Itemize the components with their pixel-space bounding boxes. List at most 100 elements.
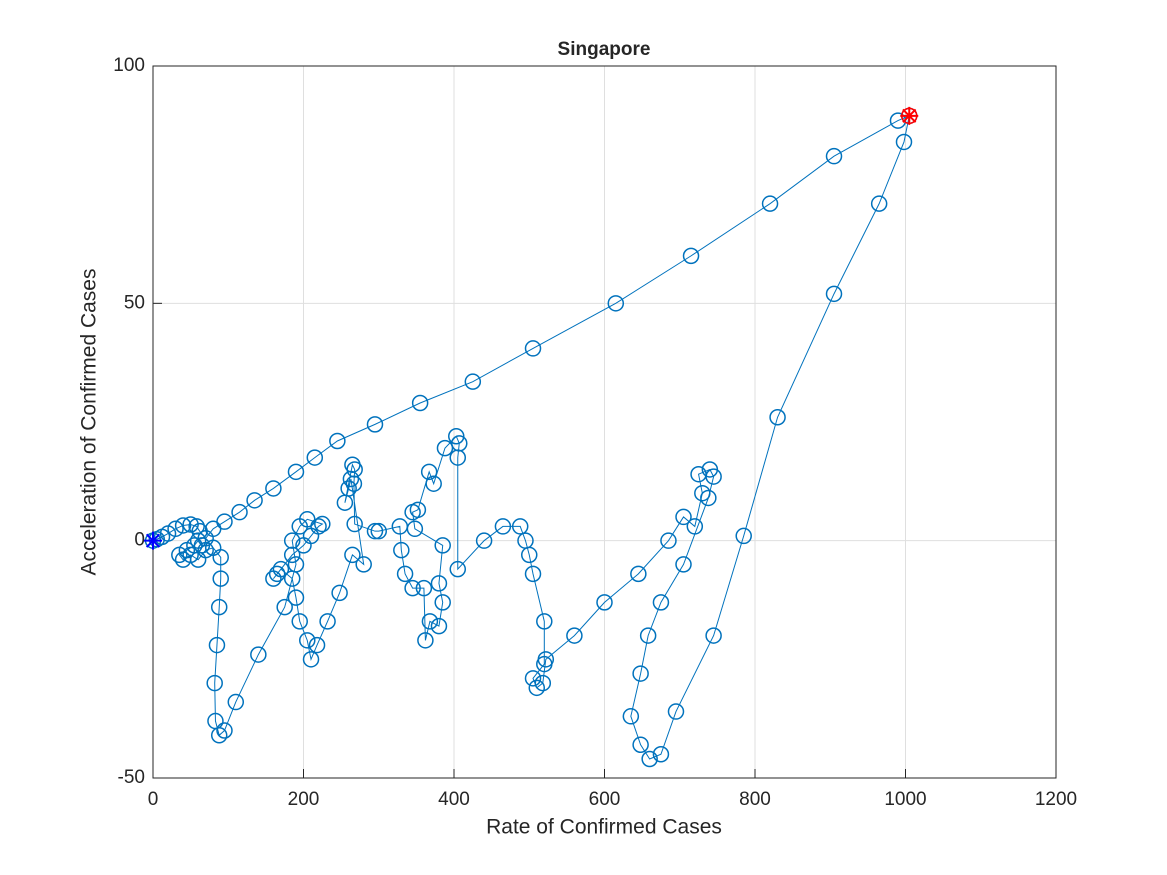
point [314, 515, 331, 533]
point [167, 520, 184, 538]
point [340, 480, 357, 497]
point [308, 636, 326, 654]
y-axis-label: Acceleration of Confirmed Cases [78, 269, 101, 576]
point [174, 517, 192, 534]
point [216, 513, 233, 530]
point [186, 537, 203, 554]
point [596, 594, 613, 611]
point [735, 527, 752, 545]
x-tick-label: 0 [148, 789, 159, 810]
point [682, 247, 700, 265]
point [265, 480, 282, 497]
point [622, 708, 640, 725]
x-tick-label: 1000 [884, 789, 926, 810]
point [404, 503, 421, 521]
point [306, 449, 324, 466]
point [302, 651, 320, 668]
point [690, 465, 707, 483]
point [370, 522, 387, 540]
point [769, 409, 786, 426]
point [630, 565, 647, 583]
point [212, 570, 229, 587]
point [391, 518, 409, 535]
chart-title: Singapore [558, 39, 651, 60]
point [208, 636, 226, 654]
y-tick-label: 50 [124, 292, 145, 313]
point [283, 546, 301, 564]
point [448, 427, 465, 445]
point [686, 518, 704, 535]
point [705, 627, 722, 644]
point [291, 613, 308, 630]
point [436, 439, 454, 457]
x-axis-label: Rate of Confirmed Cases [486, 816, 722, 839]
y-tick-label: 0 [134, 530, 145, 551]
point [870, 195, 888, 212]
point [344, 546, 361, 564]
point [632, 665, 649, 682]
point [193, 537, 211, 554]
point [227, 693, 245, 711]
point [393, 541, 410, 559]
x-tick-label: 600 [589, 789, 621, 810]
point [434, 594, 451, 611]
point [268, 565, 286, 583]
point [675, 508, 692, 526]
point [346, 515, 363, 533]
x-tick-label: 1200 [1035, 789, 1077, 810]
point [536, 655, 553, 673]
point [607, 295, 625, 312]
point [528, 679, 546, 697]
point [825, 147, 843, 165]
point [421, 613, 439, 630]
point [231, 503, 248, 521]
point [283, 532, 301, 549]
point [210, 598, 228, 616]
point [404, 579, 421, 597]
point [667, 703, 685, 720]
point [411, 394, 429, 412]
point [632, 736, 649, 754]
point [825, 285, 843, 303]
point [464, 373, 482, 390]
point [329, 432, 346, 450]
x-tick-label: 200 [288, 789, 320, 810]
point [355, 556, 372, 573]
point [895, 133, 913, 151]
point [342, 470, 360, 488]
point [652, 746, 670, 763]
point [430, 575, 448, 592]
point [641, 750, 658, 768]
peak-marker-ring [901, 107, 918, 125]
point [761, 195, 779, 212]
start-marker [144, 531, 162, 550]
point [331, 584, 348, 602]
point [517, 532, 534, 549]
point [287, 463, 305, 481]
point [366, 416, 384, 433]
point [451, 435, 468, 452]
y-tick-label: 100 [113, 55, 145, 76]
point [639, 627, 657, 644]
point [319, 613, 336, 630]
point [675, 556, 692, 573]
point [276, 598, 293, 616]
point [524, 340, 542, 357]
point [415, 579, 433, 597]
point [207, 712, 224, 730]
point [524, 565, 542, 583]
point [434, 537, 451, 554]
point [291, 518, 308, 535]
point [216, 722, 233, 739]
point [420, 463, 438, 481]
point [425, 475, 442, 492]
point [652, 594, 670, 611]
point [449, 560, 467, 578]
point [566, 627, 583, 644]
point [511, 518, 529, 535]
point [206, 674, 223, 692]
point [700, 489, 717, 507]
point [524, 670, 542, 687]
